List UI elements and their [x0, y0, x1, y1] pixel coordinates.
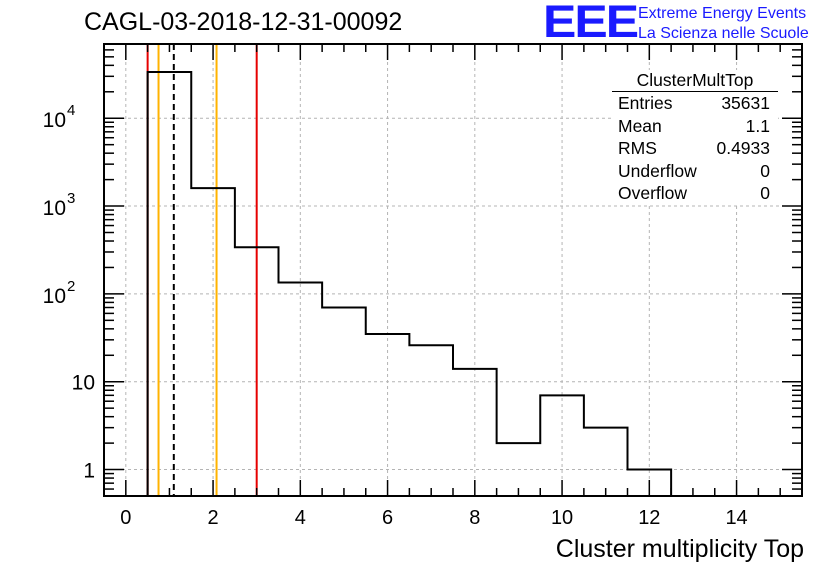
stats-box: ClusterMultTop Entries 35631 Mean 1.1 RM… — [612, 70, 778, 205]
logo-mark: EEE — [543, 0, 639, 48]
stats-value: 0 — [760, 183, 770, 203]
y-tick-exponent: 2 — [67, 278, 75, 295]
y-tick-label: 10 — [72, 372, 95, 395]
histogram-bin — [148, 72, 192, 496]
stats-row-underflow: Underflow 0 — [612, 160, 778, 183]
x-tick-label: 10 — [551, 507, 573, 529]
x-tick-label: 4 — [295, 507, 306, 529]
grid — [104, 44, 802, 496]
eee-logo: EEE Extreme Energy Events La Scienza nel… — [543, 0, 809, 48]
logo-line-1: Extreme Energy Events — [638, 5, 807, 22]
histogram-bin — [191, 188, 235, 496]
histogram-bin — [279, 282, 323, 496]
histogram-bin — [453, 369, 497, 496]
stats-title: ClusterMultTop — [612, 70, 778, 92]
histogram-bin — [584, 428, 628, 496]
x-tick-label: 6 — [382, 507, 393, 529]
x-axis-label: Cluster multiplicity Top — [555, 535, 804, 563]
stats-value: 0.4933 — [716, 138, 770, 158]
y-tick-exponent: 4 — [67, 102, 75, 119]
y-tick-exponent: 3 — [67, 190, 75, 207]
stats-row-overflow: Overflow 0 — [612, 182, 778, 205]
histogram-outline — [146, 70, 673, 496]
stats-label: Mean — [618, 115, 662, 136]
x-tick-label: 14 — [725, 507, 747, 529]
stats-label: Underflow — [618, 160, 697, 181]
stats-row-rms: RMS 0.4933 — [612, 137, 778, 160]
x-tick-label: 2 — [208, 507, 219, 529]
histogram-bin — [235, 247, 279, 496]
y-tick-label: 10 — [43, 285, 66, 308]
chart-title: CAGL-03-2018-12-31-00092 — [84, 8, 403, 36]
stats-value: 1.1 — [745, 115, 770, 136]
histogram-bin — [322, 307, 366, 496]
x-tick-label: 0 — [120, 507, 131, 529]
y-tick-label: 10 — [43, 109, 66, 132]
stats-row-mean: Mean 1.1 — [612, 115, 778, 138]
stats-label: RMS — [618, 138, 657, 158]
stats-label: Entries — [618, 93, 673, 113]
logo-line-2: La Scienza nelle Scuole — [638, 25, 809, 42]
y-tick-label: 10 — [43, 197, 66, 220]
stats-label: Overflow — [618, 183, 688, 203]
stats-value: 35631 — [721, 93, 770, 113]
x-tick-label: 12 — [638, 507, 660, 529]
stats-value: 0 — [760, 160, 770, 181]
histogram-bin — [409, 345, 453, 496]
histogram-series — [146, 70, 673, 496]
histogram-bin — [366, 334, 410, 496]
y-tick-label: 1 — [83, 460, 95, 483]
stats-row-entries: Entries 35631 — [612, 92, 778, 115]
x-tick-label: 8 — [469, 507, 480, 529]
